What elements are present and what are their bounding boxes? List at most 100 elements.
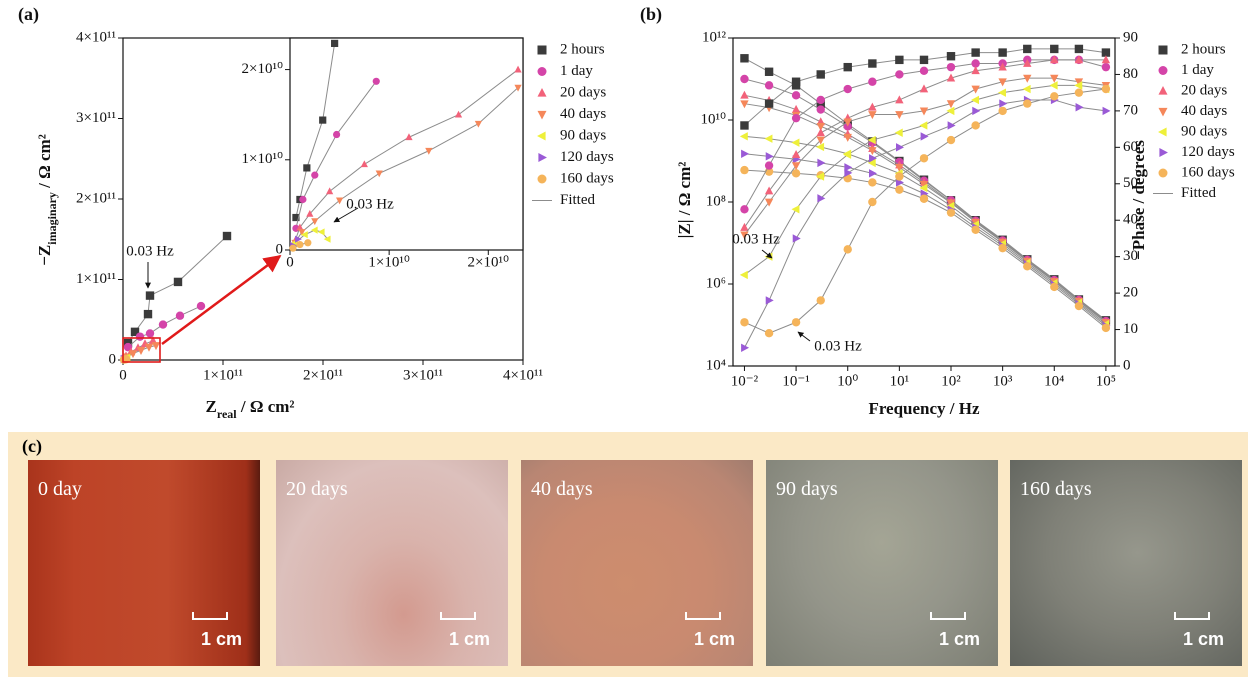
marker: [765, 81, 773, 89]
marker: [740, 91, 748, 99]
marker: [1050, 45, 1058, 53]
marker: [1075, 45, 1083, 53]
x-tick-label: 0: [286, 254, 294, 270]
marker: [896, 143, 904, 151]
marker: [538, 111, 547, 120]
scale-label: 1 cm: [201, 629, 242, 650]
photo-label: 160 days: [1020, 478, 1092, 501]
marker: [868, 198, 876, 206]
marker: [1103, 107, 1111, 115]
y-tick-label: 2×10¹¹: [76, 190, 116, 206]
marker: [844, 134, 852, 142]
x-tick-label: 10⁻¹: [782, 373, 809, 389]
marker: [1050, 92, 1058, 100]
marker: [289, 245, 296, 252]
marker: [1159, 46, 1168, 55]
marker: [145, 344, 153, 352]
marker: [538, 175, 547, 184]
marker: [1023, 45, 1031, 53]
y2-tick-label: 20: [1123, 285, 1138, 301]
axis-title: |Z| / Ω cm²: [675, 162, 694, 239]
marker: [159, 320, 167, 328]
marker: [740, 318, 748, 326]
marker: [766, 296, 774, 304]
x-tick-label: 10⁰: [837, 373, 858, 389]
axis-title-part: / Ω cm²: [35, 134, 54, 192]
marker: [303, 164, 310, 171]
marker: [895, 111, 903, 119]
marker: [792, 169, 800, 177]
marker: [765, 99, 773, 107]
marker: [999, 99, 1007, 107]
legend-label: 120 days: [1181, 144, 1235, 160]
marker: [740, 54, 748, 62]
marker: [817, 70, 825, 78]
marker: [765, 68, 773, 76]
marker: [319, 116, 326, 123]
marker: [765, 161, 773, 169]
y-tick-label: 4×10¹¹: [76, 29, 116, 45]
marker: [792, 91, 800, 99]
x-tick-label: 10⁻²: [731, 373, 759, 389]
marker: [895, 70, 903, 78]
marker: [868, 78, 876, 86]
annotation: 0.03 Hz: [814, 338, 862, 354]
marker: [895, 172, 903, 180]
x-tick-label: 10³: [993, 373, 1013, 389]
marker: [971, 226, 979, 234]
marker: [765, 329, 773, 337]
y2-tick-label: 0: [1123, 357, 1131, 373]
marker: [946, 107, 954, 115]
legend-label: 160 days: [1181, 164, 1235, 180]
marker: [920, 84, 928, 92]
marker: [1023, 262, 1031, 270]
marker: [817, 96, 825, 104]
x-tick-label: 2×10¹¹: [303, 367, 343, 383]
marker: [740, 166, 748, 174]
marker: [920, 195, 928, 203]
marker: [895, 185, 903, 193]
marker: [972, 107, 980, 115]
marker: [1159, 66, 1168, 75]
y2-tick-label: 90: [1123, 29, 1138, 45]
zoom-arrow: [162, 256, 280, 344]
marker: [1075, 88, 1083, 96]
marker: [868, 178, 876, 186]
x-tick-label: 10¹: [890, 373, 910, 389]
marker: [1158, 128, 1167, 137]
scale-bar: [1174, 612, 1210, 620]
legend-label: 40 days: [560, 106, 606, 122]
marker: [223, 232, 231, 240]
axis-title-part: −Z: [35, 245, 54, 266]
legend-label: 160 days: [560, 170, 614, 186]
legend-label: 120 days: [560, 149, 614, 165]
marker: [971, 86, 979, 94]
marker: [1102, 63, 1110, 71]
marker: [919, 121, 927, 129]
marker: [740, 132, 748, 140]
marker: [948, 121, 956, 129]
scale-label: 1 cm: [939, 629, 980, 650]
y-tick-label: 10⁸: [706, 193, 726, 209]
panel-label: (a): [18, 4, 39, 25]
marker: [144, 310, 152, 318]
x-tick-label: 1×10¹⁰: [368, 254, 409, 270]
x-tick-label: 10⁵: [1096, 373, 1116, 389]
marker: [304, 239, 311, 246]
marker: [1159, 169, 1168, 178]
legend-label: Fitted: [560, 192, 596, 208]
marker: [740, 205, 748, 213]
scale-bar: [440, 612, 476, 620]
marker: [817, 159, 825, 167]
legend-label: 2 hours: [560, 41, 605, 57]
x-tick-label: 0: [119, 367, 127, 383]
marker: [844, 85, 852, 93]
inset-background: [290, 38, 523, 250]
axis-title: −Zimaginary / Ω cm²: [35, 134, 59, 266]
marker: [741, 150, 749, 158]
legend-label: 20 days: [1181, 82, 1227, 98]
marker: [1023, 85, 1031, 93]
marker: [538, 88, 547, 97]
